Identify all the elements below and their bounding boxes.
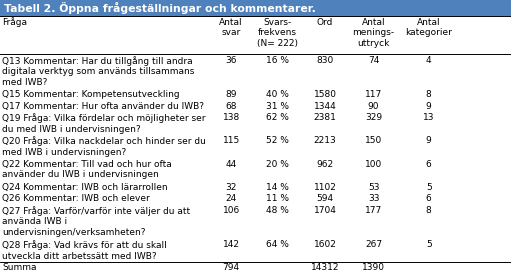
Text: 74: 74 xyxy=(368,56,379,65)
Text: 52 %: 52 % xyxy=(266,137,289,145)
Text: 90: 90 xyxy=(368,102,379,111)
Text: Antal
svar: Antal svar xyxy=(219,18,243,37)
Text: Tabell 2. Öppna frågeställningar och kommentarer.: Tabell 2. Öppna frågeställningar och kom… xyxy=(4,2,316,14)
Text: 24: 24 xyxy=(225,194,237,203)
Text: Q26 Kommentar: IWB och elever: Q26 Kommentar: IWB och elever xyxy=(2,194,150,203)
Text: 267: 267 xyxy=(365,240,382,249)
Text: 1580: 1580 xyxy=(313,90,337,99)
Text: Q15 Kommentar: Kompetensutveckling: Q15 Kommentar: Kompetensutveckling xyxy=(2,90,180,99)
Text: 830: 830 xyxy=(316,56,334,65)
Text: Fråga: Fråga xyxy=(2,18,27,27)
Text: 150: 150 xyxy=(365,137,382,145)
Text: 64 %: 64 % xyxy=(266,240,289,249)
Text: Q27 Fråga: Varför/varför inte väljer du att
använda IWB i
undervisningen/verksam: Q27 Fråga: Varför/varför inte väljer du … xyxy=(2,206,190,237)
Text: 9: 9 xyxy=(426,102,432,111)
Text: 31 %: 31 % xyxy=(266,102,289,111)
Text: 5: 5 xyxy=(426,240,432,249)
Text: Q22 Kommentar: Till vad och hur ofta
använder du IWB i undervisningen: Q22 Kommentar: Till vad och hur ofta anv… xyxy=(2,160,172,179)
Text: 6: 6 xyxy=(426,194,432,203)
Text: Summa: Summa xyxy=(2,264,36,272)
Text: 2213: 2213 xyxy=(314,137,336,145)
Text: Antal
menings-
uttryck: Antal menings- uttryck xyxy=(353,18,394,48)
Text: Antal
kategorier: Antal kategorier xyxy=(405,18,452,37)
Text: 53: 53 xyxy=(368,183,379,192)
Text: Ord: Ord xyxy=(317,18,333,26)
Text: 9: 9 xyxy=(426,137,432,145)
Text: 68: 68 xyxy=(225,102,237,111)
Text: Q13 Kommentar: Har du tillgång till andra
digitala verktyg som används tillsamma: Q13 Kommentar: Har du tillgång till andr… xyxy=(2,56,194,87)
Text: 8: 8 xyxy=(426,206,432,215)
Text: 1102: 1102 xyxy=(314,183,336,192)
Text: 142: 142 xyxy=(223,240,240,249)
Text: 16 %: 16 % xyxy=(266,56,289,65)
Text: 4: 4 xyxy=(426,56,432,65)
Text: 1344: 1344 xyxy=(314,102,336,111)
Text: Q20 Fråga: Vilka nackdelar och hinder ser du
med IWB i undervisningen?: Q20 Fråga: Vilka nackdelar och hinder se… xyxy=(2,137,206,157)
Text: 36: 36 xyxy=(225,56,237,65)
Text: 32: 32 xyxy=(225,183,237,192)
Text: 11 %: 11 % xyxy=(266,194,289,203)
Text: 89: 89 xyxy=(225,90,237,99)
Text: 962: 962 xyxy=(316,160,334,169)
Text: 48 %: 48 % xyxy=(266,206,289,215)
Text: Q17 Kommentar: Hur ofta använder du IWB?: Q17 Kommentar: Hur ofta använder du IWB? xyxy=(2,102,204,111)
Text: 594: 594 xyxy=(316,194,334,203)
Text: 115: 115 xyxy=(223,137,240,145)
Bar xyxy=(0,0,511,16)
Text: 100: 100 xyxy=(365,160,382,169)
Text: 14 %: 14 % xyxy=(266,183,289,192)
Text: Q28 Fråga: Vad krävs för att du skall
utveckla ditt arbetssätt med IWB?: Q28 Fråga: Vad krävs för att du skall ut… xyxy=(2,240,167,261)
Text: 794: 794 xyxy=(223,264,240,272)
Text: Q19 Fråga: Vilka fördelar och möjligheter ser
du med IWB i undervisningen?: Q19 Fråga: Vilka fördelar och möjlighete… xyxy=(2,113,205,134)
Text: 14312: 14312 xyxy=(311,264,339,272)
Text: 20 %: 20 % xyxy=(266,160,289,169)
Text: 138: 138 xyxy=(223,113,240,122)
Text: 13: 13 xyxy=(423,113,434,122)
Text: 62 %: 62 % xyxy=(266,113,289,122)
Text: Q24 Kommentar: IWB och lärarrollen: Q24 Kommentar: IWB och lärarrollen xyxy=(2,183,168,192)
Text: 8: 8 xyxy=(426,90,432,99)
Text: 5: 5 xyxy=(426,183,432,192)
Text: 2381: 2381 xyxy=(314,113,336,122)
Text: 1602: 1602 xyxy=(314,240,336,249)
Text: 117: 117 xyxy=(365,90,382,99)
Text: 329: 329 xyxy=(365,113,382,122)
Text: Svars-
frekvens
(N= 222): Svars- frekvens (N= 222) xyxy=(257,18,298,48)
Text: 40 %: 40 % xyxy=(266,90,289,99)
Text: 1390: 1390 xyxy=(362,264,385,272)
Text: 177: 177 xyxy=(365,206,382,215)
Text: 33: 33 xyxy=(368,194,379,203)
Text: 6: 6 xyxy=(426,160,432,169)
Text: 106: 106 xyxy=(223,206,240,215)
Text: 1704: 1704 xyxy=(314,206,336,215)
Text: 44: 44 xyxy=(225,160,237,169)
